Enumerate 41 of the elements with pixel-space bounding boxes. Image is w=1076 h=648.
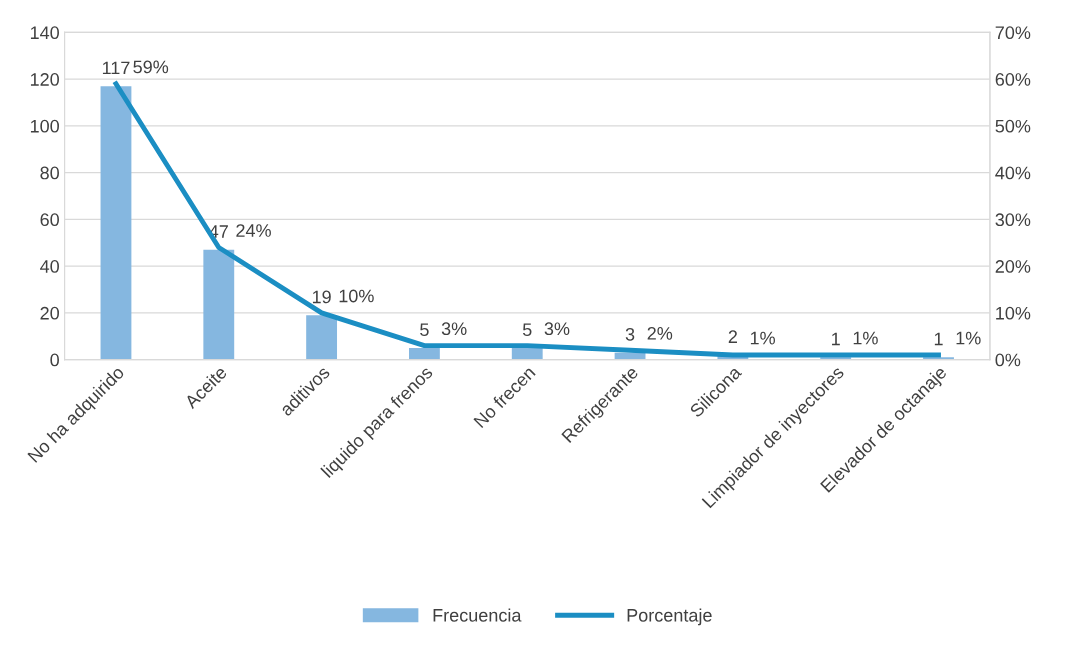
data-label: 117 [102,61,130,75]
data-label: 10% [339,289,374,303]
y2-tick-label: 40% [995,166,1031,180]
data-label: 3 [625,327,635,341]
legend-label: Frecuencia [433,608,522,622]
y2-tick-label: 0% [995,353,1021,367]
y2-tick-label: 50% [995,119,1031,133]
y2-tick-label: 10% [996,306,1031,320]
y2-tick-label: 30% [995,213,1031,227]
data-label: 1 [934,332,943,346]
y-tick-label: 40 [40,260,59,273]
data-label: 2% [647,326,673,340]
data-label: 1 [832,332,840,346]
y-tick-label: 0 [50,353,59,367]
y-tick-label: 80 [40,166,59,180]
y-tick-label: 100 [30,119,59,133]
data-label: 5 [420,323,429,337]
data-label: 1% [956,331,981,345]
y-tick-label: 20 [40,306,59,320]
line-series [113,81,941,358]
y-tick-label: 120 [30,73,59,86]
bar [409,347,440,360]
y-tick-label: 60 [40,213,59,227]
bar [100,86,132,360]
bar [511,347,543,360]
legend-label: Porcentaje [627,608,712,626]
data-label: 24% [236,224,271,237]
data-label: 2 [728,330,737,343]
data-label: 5 [522,323,532,337]
data-label: 59% [133,60,169,74]
bar [306,315,338,360]
y2-tick-label: 70% [995,26,1031,40]
data-label: 3% [544,322,570,336]
y2-tick-label: 20% [995,260,1031,273]
y-tick-label: 140 [30,26,59,40]
y2-tick-label: 60% [995,73,1031,86]
data-label: 3% [441,322,467,336]
data-label: 1% [750,331,775,345]
data-label: 1% [853,331,878,345]
data-label: 19 [312,290,331,304]
bar [203,249,235,360]
